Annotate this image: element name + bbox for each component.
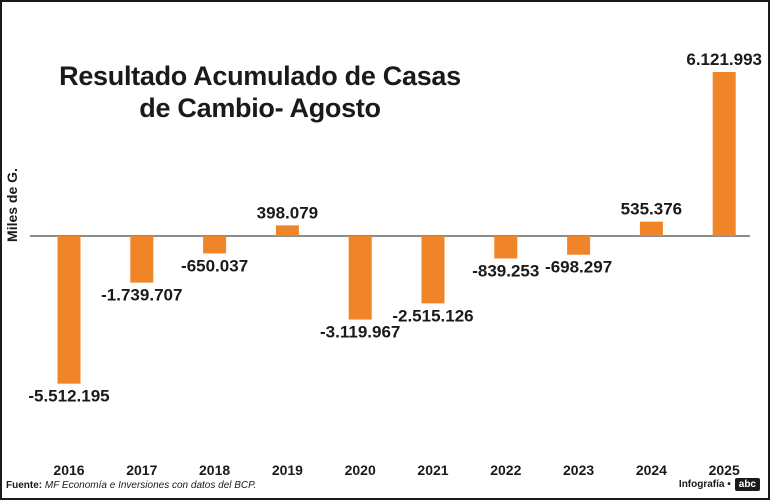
x-tick-2020: 2020 (345, 462, 376, 478)
value-label-2019: 398.079 (257, 203, 318, 222)
value-label-2021: -2.515.126 (392, 306, 473, 325)
bar-2016 (57, 236, 81, 384)
value-label-2022: -839.253 (472, 261, 539, 280)
x-tick-2022: 2022 (490, 462, 521, 478)
bar-2024 (639, 221, 663, 236)
bar-2018 (203, 236, 227, 254)
chart-title-line-1: Resultado Acumulado de Casas (59, 61, 461, 91)
x-tick-2025: 2025 (709, 462, 740, 478)
x-tick-2024: 2024 (636, 462, 667, 478)
bar-2021 (421, 236, 445, 304)
bar-2022 (494, 236, 518, 259)
source-text: MF Economía e Inversiones con datos del … (44, 480, 257, 491)
value-label-2016: -5.512.195 (28, 387, 109, 406)
x-tick-2021: 2021 (417, 462, 448, 478)
bar-2017 (130, 236, 154, 283)
chart-title-line-2: de Cambio- Agosto (139, 93, 381, 123)
x-tick-2016: 2016 (53, 462, 84, 478)
abc-logo: abc (734, 478, 760, 491)
x-tick-2018: 2018 (199, 462, 230, 478)
credit-text: Infografía • (678, 479, 731, 490)
x-tick-2017: 2017 (126, 462, 157, 478)
value-label-2017: -1.739.707 (101, 286, 182, 305)
bar-2020 (348, 236, 372, 320)
chart-title: Resultado Acumulado de Casas de Cambio- … (40, 60, 480, 124)
credit: Infografía • abc (679, 478, 760, 491)
source-note: Fuente: MF Economía e Inversiones con da… (6, 480, 256, 491)
source-label: Fuente: (6, 480, 43, 491)
x-tick-2023: 2023 (563, 462, 594, 478)
x-tick-2019: 2019 (272, 462, 303, 478)
value-label-2018: -650.037 (181, 256, 248, 275)
bar-2019 (275, 225, 299, 236)
bar-2025 (712, 72, 736, 236)
value-label-2023: -698.297 (545, 258, 612, 277)
value-label-2025: 6.121.993 (686, 50, 762, 69)
value-label-2024: 535.376 (621, 200, 682, 219)
bar-2023 (567, 236, 591, 255)
value-label-2020: -3.119.967 (320, 323, 400, 342)
